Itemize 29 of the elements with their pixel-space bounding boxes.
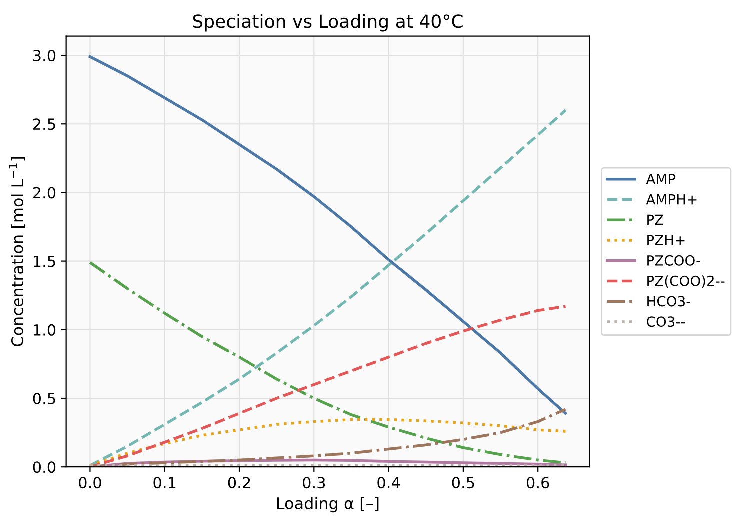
x-tick-label: 0.3 xyxy=(303,477,326,489)
y-tick-label: 0.0 xyxy=(33,462,56,474)
y-tick-label: 1.0 xyxy=(34,324,56,336)
legend-label: CO3-- xyxy=(647,316,686,328)
line-series xyxy=(88,261,568,464)
legend-label: PZ xyxy=(648,214,664,225)
y-tick-label: 2.0 xyxy=(33,187,56,199)
y-tick-label: 2.5 xyxy=(33,118,56,130)
legend-label: HCO3- xyxy=(648,296,690,307)
legend-label: AMPH+ xyxy=(646,194,697,205)
legend-label: PZCOO- xyxy=(648,255,700,266)
line-series xyxy=(88,56,568,415)
y-axis-title: Concentration [mol L$^{−1}$] xyxy=(9,157,26,346)
x-tick-label: 0.6 xyxy=(526,477,550,489)
y-tick-label: 1.5 xyxy=(34,256,56,268)
chart-title: Speciation vs Loading at 40°C xyxy=(193,14,463,32)
legend-label: PZH+ xyxy=(648,235,685,246)
x-tick-label: 0.1 xyxy=(154,477,176,489)
x-tick-label: 0.0 xyxy=(79,477,102,489)
line-series xyxy=(88,109,568,468)
y-tick-label: 3.0 xyxy=(33,50,56,62)
x-tick-label: 0.5 xyxy=(452,477,474,489)
x-tick-label: 0.4 xyxy=(378,477,400,489)
legend-label: PZ(COO)2-- xyxy=(648,276,725,288)
x-tick-label: 0.2 xyxy=(228,477,250,489)
y-tick-label: 0.5 xyxy=(33,392,56,405)
x-axis-title: Loading α [–] xyxy=(277,497,379,513)
legend-label: AMP xyxy=(646,174,676,184)
line-series xyxy=(88,418,568,468)
